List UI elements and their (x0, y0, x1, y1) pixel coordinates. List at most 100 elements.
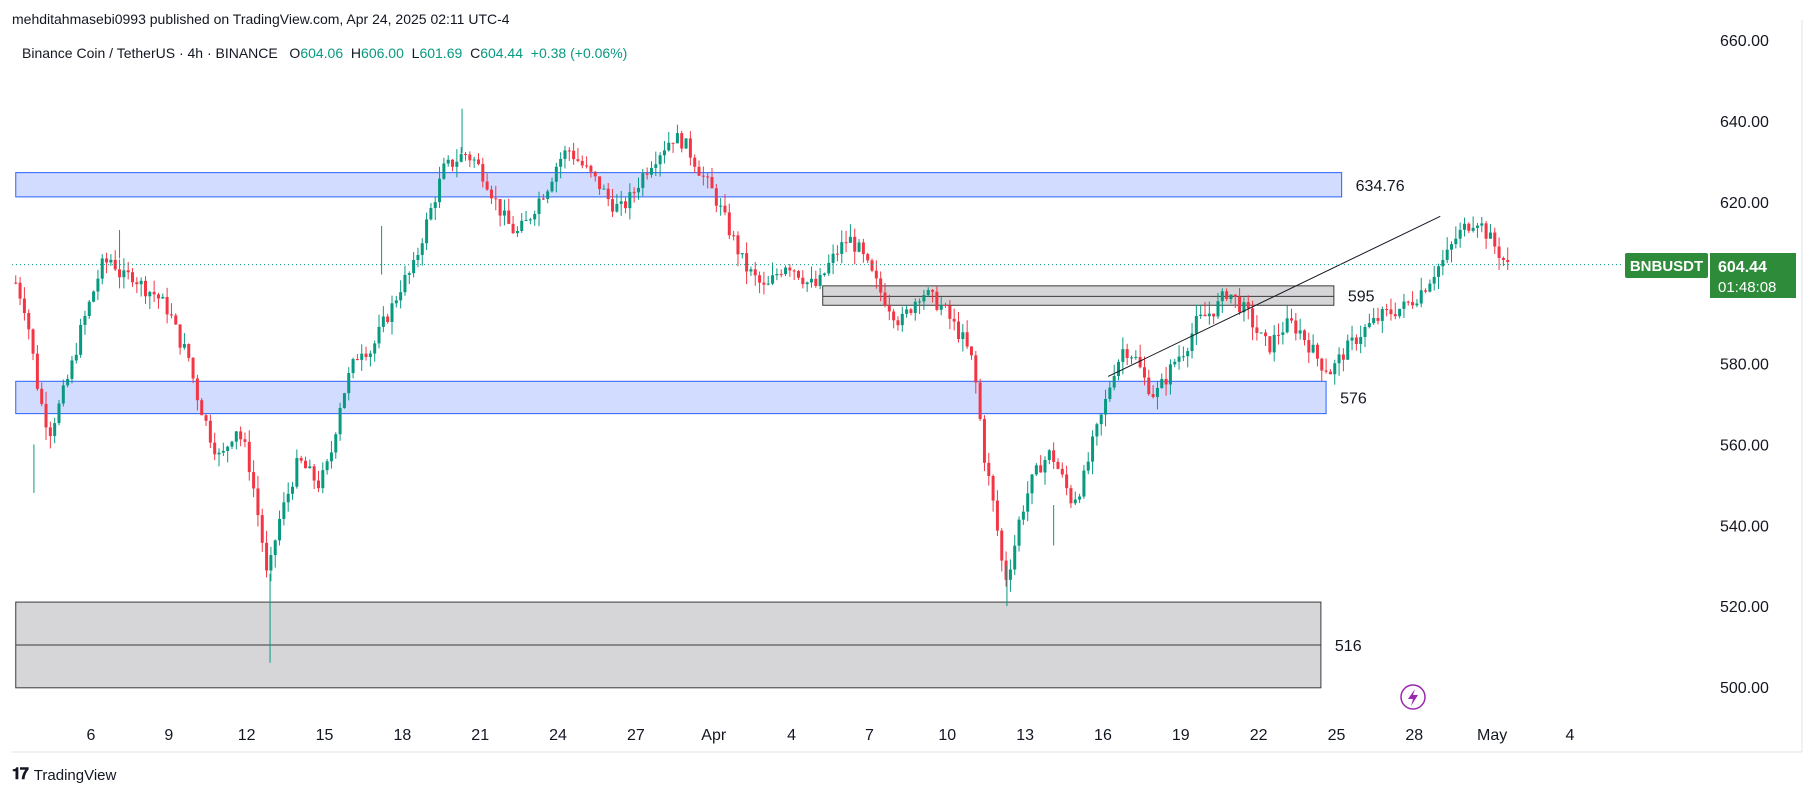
candle-body (1134, 356, 1138, 358)
candle-body (546, 191, 550, 199)
candle-body (96, 278, 100, 292)
candle-body (576, 159, 580, 161)
candle-body (961, 332, 965, 340)
candle-body (758, 275, 762, 283)
resistance-zone[interactable] (15, 172, 1343, 198)
candle-body (308, 466, 312, 469)
candle-body (1177, 356, 1181, 362)
candle-body (44, 403, 48, 428)
candle-body (420, 243, 424, 255)
candle-body (749, 269, 753, 272)
candle-body (161, 296, 165, 299)
candle-body (334, 434, 338, 453)
candle-body (1225, 291, 1229, 299)
candle-body (1052, 450, 1056, 462)
candle-body (368, 353, 372, 357)
candle-body (256, 488, 260, 516)
candle-body (982, 418, 986, 463)
candle-body (649, 167, 653, 175)
candle-body (948, 305, 952, 319)
candle-body (360, 353, 364, 360)
candle-body (922, 295, 926, 302)
candle-body (1194, 316, 1198, 334)
candle-body (775, 274, 779, 276)
middle-zone[interactable] (822, 285, 1335, 306)
footer-brand[interactable]: 𝟏𝟕 TradingView (12, 766, 116, 784)
symbol-badge[interactable] (1625, 253, 1708, 278)
support-zone-label: 576 (1340, 390, 1367, 407)
candle-body (848, 236, 852, 243)
candle-body (100, 258, 104, 279)
candle-body (995, 500, 999, 531)
time-tick-label: 22 (1250, 727, 1268, 744)
time-tick-label: 15 (316, 727, 334, 744)
candle-body (1480, 223, 1484, 226)
candle-body (1207, 313, 1211, 317)
candle-body (165, 296, 169, 315)
candle-body (204, 415, 208, 421)
time-tick-label: 16 (1094, 727, 1112, 744)
candle-body (351, 359, 355, 374)
candle-body (105, 258, 109, 263)
candle-body (957, 321, 961, 340)
candle-body (1259, 332, 1263, 334)
candle-body (31, 329, 35, 354)
candle-body (247, 441, 251, 473)
candle-body (1445, 249, 1449, 260)
publisher-line: mehditahmasebi0993 published on TradingV… (12, 11, 510, 27)
price-tick-label: 580.00 (1720, 357, 1769, 374)
candle-body (1380, 309, 1384, 321)
price-tick-label: 520.00 (1720, 599, 1769, 616)
candle-body (831, 253, 835, 263)
candle-body (1091, 436, 1095, 462)
candle-body (1212, 313, 1216, 317)
candle-body (606, 188, 610, 200)
lightning-icon[interactable] (1400, 684, 1426, 710)
support-zone[interactable] (15, 380, 1327, 415)
candle-body (792, 270, 796, 272)
candle-body (459, 154, 463, 162)
candle-body (1151, 394, 1155, 398)
candle-body (494, 198, 498, 200)
candle-body (325, 461, 329, 471)
price-tick-label: 660.00 (1720, 33, 1769, 50)
time-tick-label: 18 (393, 727, 411, 744)
time-tick-label: May (1477, 727, 1507, 744)
candle-body (1251, 308, 1255, 328)
candle-body (952, 318, 956, 322)
candle-body (874, 270, 878, 279)
candle-body (1255, 327, 1259, 334)
candle-body (1406, 301, 1410, 303)
high-value: 606.00 (361, 45, 404, 61)
candle-body (260, 515, 264, 543)
candle-body (113, 259, 117, 270)
candle-body (619, 201, 623, 204)
candle-body (1264, 332, 1268, 337)
candle-body (221, 450, 225, 453)
candle-body (191, 357, 195, 379)
candle-body (827, 262, 831, 274)
candle-body (814, 278, 818, 286)
ascending-trendline[interactable] (1107, 215, 1441, 377)
candle-body (321, 470, 325, 489)
candle-body (187, 343, 191, 358)
candle-body (675, 133, 679, 144)
candle-body (169, 314, 173, 316)
candle-body (1112, 376, 1116, 388)
candle-body (944, 304, 948, 306)
time-tick-label: 24 (549, 727, 567, 744)
symbol-description[interactable]: Binance Coin / TetherUS · 4h · BINANCE (22, 45, 278, 61)
candle-body (559, 158, 563, 167)
symbol-badge-text: BNBUSDT (1630, 258, 1703, 275)
candle-body (861, 242, 865, 255)
candle-body (1333, 363, 1337, 375)
candle-body (714, 188, 718, 206)
candle-body (1129, 357, 1133, 359)
candle-body (1441, 259, 1445, 267)
candle-body (1467, 223, 1471, 231)
candle-body (641, 173, 645, 188)
candle-body (1302, 330, 1306, 341)
candle-body (303, 460, 307, 469)
candle-body (909, 309, 913, 313)
